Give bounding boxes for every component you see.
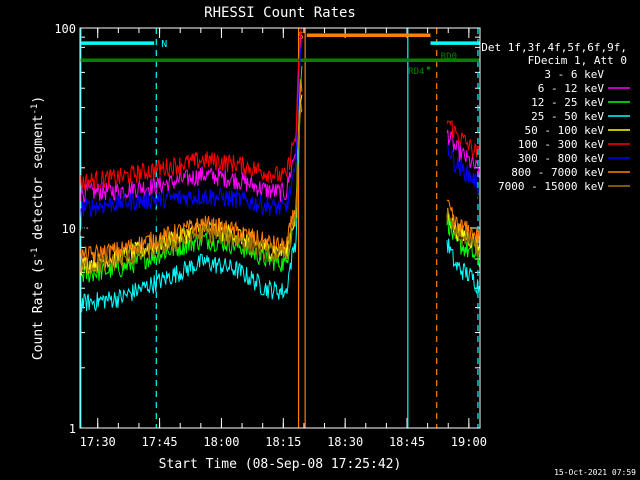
plot-frame: [79, 27, 481, 429]
legend-entry-label: 3 - 6 keV: [544, 68, 604, 81]
x-tick-label: 17:30: [80, 435, 116, 449]
y-axis-label: Count Rate (s-1 detector segment-1): [30, 96, 46, 360]
timestamp: 15-Oct-2021 07:59: [554, 468, 636, 477]
series-line: [446, 208, 480, 258]
y-tick-label: 1: [69, 422, 76, 436]
x-tick-label: 18:00: [203, 435, 239, 449]
x-tick-label: 18:15: [265, 435, 301, 449]
series-line: [79, 103, 303, 276]
legend-entry-label: 800 - 7000 keV: [511, 166, 604, 179]
series-line: [446, 215, 480, 267]
series-line: [446, 238, 480, 295]
marker-label: RD4: [408, 67, 424, 77]
series-line: [79, 31, 303, 203]
y-tick-label: 10: [62, 222, 76, 236]
series-line: [79, 27, 303, 191]
series-line: [79, 62, 303, 238]
legend-entry-label: 100 - 300 keV: [518, 138, 604, 151]
series-line: [446, 199, 480, 245]
marker-dot: [426, 66, 430, 70]
x-tick-label: 19:00: [451, 435, 487, 449]
chart-title: RHESSI Count Rates: [204, 5, 356, 21]
legend-entry-label: 6 - 12 keV: [538, 82, 605, 95]
series-line: [79, 79, 303, 265]
marker-dot: [437, 58, 441, 62]
x-axis-label: Start Time (08-Sep-08 17:25:42): [159, 457, 402, 472]
legend-entry-label: 25 - 50 keV: [531, 110, 604, 123]
series-line: [446, 120, 480, 158]
marker-label: RD0: [441, 52, 457, 62]
x-tick-label: 18:45: [389, 435, 425, 449]
series-line: [446, 142, 480, 203]
legend-entry-label: 300 - 800 keV: [518, 152, 604, 165]
x-tick-label: 18:30: [327, 435, 363, 449]
legend-header-line-1: Det 1f,3f,4f,5f,6f,9f,: [481, 41, 627, 54]
series-lines: [79, 27, 480, 313]
state-bar-label: N: [161, 39, 167, 50]
y-tick-label: 100: [54, 22, 76, 36]
legend-entry-label: 50 - 100 keV: [525, 124, 605, 137]
legend-entry-label: 12 - 25 keV: [531, 96, 604, 109]
axis-ticks: 1 10 100 17:30 17:45 18:00 18:15 18:30 18:45 19:0…: [54, 22, 487, 449]
series-line: [446, 142, 480, 195]
series-line: [79, 39, 303, 219]
x-tick-label: 17:45: [142, 435, 178, 449]
legend-entry-label: 7000 - 15000 keV: [498, 180, 604, 193]
series-line: [79, 106, 303, 313]
legend-header-line-2: FDecim 1, Att 0: [528, 54, 627, 67]
